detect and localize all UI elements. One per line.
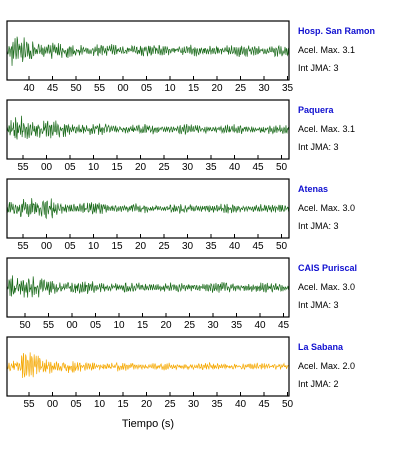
max-acceleration: Acel. Max. 3.0 — [298, 203, 355, 213]
x-tick-label: 05 — [70, 399, 82, 410]
jma-intensity: Int JMA: 3 — [298, 142, 339, 152]
x-tick-label: 30 — [182, 241, 194, 252]
x-tick-label: 35 — [205, 162, 217, 173]
x-tick-label: 45 — [47, 83, 59, 94]
x-tick-label: 15 — [111, 241, 123, 252]
x-tick-label: 55 — [17, 162, 29, 173]
panel-frame — [6, 99, 290, 160]
waveform-trace — [6, 352, 290, 378]
x-tick-label: 00 — [41, 162, 53, 173]
jma-intensity: Int JMA: 3 — [298, 300, 339, 310]
x-tick-label: 40 — [23, 83, 35, 94]
x-tick-label: 40 — [254, 320, 266, 331]
x-tick-label: 00 — [117, 83, 129, 94]
x-tick-label: 40 — [229, 241, 241, 252]
jma-intensity: Int JMA: 2 — [298, 379, 339, 389]
x-axis-label: Tiempo (s) — [122, 418, 174, 430]
x-tick-label: 25 — [158, 241, 170, 252]
max-acceleration: Acel. Max. 3.1 — [298, 45, 355, 55]
x-tick-label: 55 — [43, 320, 55, 331]
x-tick-label: 20 — [135, 241, 147, 252]
x-tick-label: 50 — [282, 399, 294, 410]
x-tick-label: 10 — [88, 162, 100, 173]
x-tick-label: 50 — [276, 162, 288, 173]
x-tick-label: 10 — [94, 399, 106, 410]
max-acceleration: Acel. Max. 2.0 — [298, 361, 355, 371]
jma-intensity: Int JMA: 3 — [298, 221, 339, 231]
x-tick-label: 15 — [188, 83, 200, 94]
x-tick-label: 20 — [141, 399, 153, 410]
panel-3: 50 55 00 05 10 15 20 25 30 35 40 45 CAIS Puriscal Ace… — [6, 257, 357, 331]
panel-frame — [6, 336, 290, 397]
x-tick-label: 05 — [141, 83, 153, 94]
panel-frame — [6, 178, 290, 239]
x-tick-label: 45 — [252, 162, 264, 173]
x-tick-label: 30 — [188, 399, 200, 410]
x-tick-label: 15 — [117, 399, 129, 410]
x-tick-label: 45 — [252, 241, 264, 252]
station-name: Hosp. San Ramon — [298, 26, 375, 36]
x-tick-label: 10 — [88, 241, 100, 252]
panel-frame — [6, 20, 290, 81]
x-tick-label: 00 — [47, 399, 59, 410]
waveform-trace — [6, 275, 290, 298]
station-name: CAIS Puriscal — [298, 263, 357, 273]
x-tick-label: 10 — [164, 83, 176, 94]
x-tick-label: 55 — [94, 83, 106, 94]
x-tick-label: 50 — [276, 241, 288, 252]
x-tick-label: 00 — [66, 320, 78, 331]
x-tick-label: 20 — [135, 162, 147, 173]
waveform-trace — [6, 36, 290, 66]
panel-4: 55 00 05 10 15 20 25 30 35 40 45 50 La Sabana Acel. M… — [6, 336, 355, 410]
x-tick-label: 25 — [164, 399, 176, 410]
x-tick-label: 10 — [113, 320, 125, 331]
jma-intensity: Int JMA: 3 — [298, 63, 339, 73]
x-tick-label: 30 — [207, 320, 219, 331]
x-tick-label: 00 — [41, 241, 53, 252]
x-tick-label: 50 — [19, 320, 31, 331]
x-tick-label: 40 — [235, 399, 247, 410]
panel-2: 55 00 05 10 15 20 25 30 35 40 45 50 Atenas Acel. Max.… — [6, 178, 355, 252]
x-tick-label: 05 — [64, 162, 76, 173]
x-tick-label: 05 — [64, 241, 76, 252]
x-tick-label: 15 — [111, 162, 123, 173]
x-tick-label: 25 — [158, 162, 170, 173]
x-tick-label: 20 — [211, 83, 223, 94]
x-tick-label: 45 — [278, 320, 290, 331]
panel-frame — [6, 257, 290, 318]
x-tick-label: 25 — [235, 83, 247, 94]
x-tick-label: 55 — [23, 399, 35, 410]
x-tick-label: 05 — [90, 320, 102, 331]
x-tick-label: 30 — [182, 162, 194, 173]
station-name: La Sabana — [298, 342, 344, 352]
x-tick-label: 35 — [211, 399, 223, 410]
x-tick-label: 35 — [205, 241, 217, 252]
x-tick-label: 35 — [282, 83, 294, 94]
station-name: Atenas — [298, 184, 328, 194]
max-acceleration: Acel. Max. 3.0 — [298, 282, 355, 292]
waveform-trace — [6, 115, 290, 140]
x-tick-label: 35 — [231, 320, 243, 331]
x-tick-label: 40 — [229, 162, 241, 173]
x-tick-label: 55 — [17, 241, 29, 252]
x-tick-label: 30 — [258, 83, 270, 94]
panel-0: 40 45 50 55 00 05 10 15 20 25 30 35 Hosp. San Ramon A… — [6, 20, 375, 94]
max-acceleration: Acel. Max. 3.1 — [298, 124, 355, 134]
x-tick-label: 45 — [258, 399, 270, 410]
x-tick-label: 50 — [70, 83, 82, 94]
x-tick-label: 20 — [160, 320, 172, 331]
x-tick-label: 15 — [137, 320, 149, 331]
panel-1: 55 00 05 10 15 20 25 30 35 40 45 50 Paquera Acel. Max… — [6, 99, 355, 173]
station-name: Paquera — [298, 105, 335, 115]
waveform-trace — [6, 198, 290, 220]
x-tick-label: 25 — [184, 320, 196, 331]
